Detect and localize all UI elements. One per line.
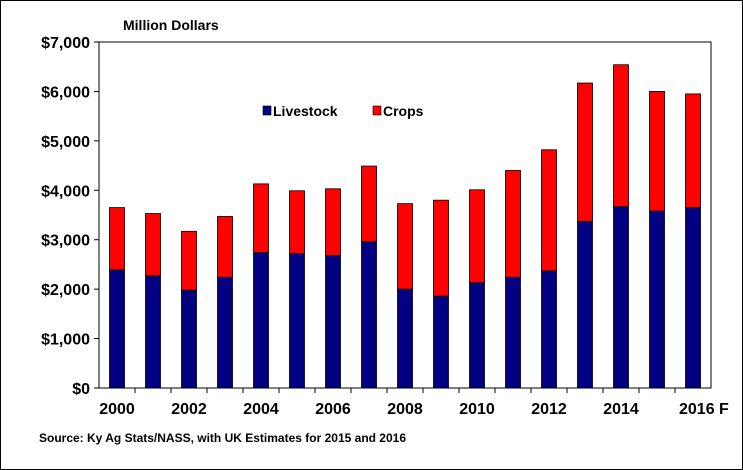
bar-livestock-2009 <box>433 295 449 389</box>
x-tick-label: 2008 <box>387 401 423 418</box>
x-tick-label: 2010 <box>459 401 495 418</box>
bar-crops-2006 <box>325 188 341 256</box>
bar-livestock-2010 <box>469 282 485 389</box>
bar-livestock-2005 <box>289 253 305 389</box>
bar-crops-2007 <box>361 165 377 243</box>
bar-livestock-2015 <box>649 210 665 389</box>
y-tick-label: $2,000 <box>41 282 90 299</box>
y-tick-label: $7,000 <box>41 35 90 52</box>
bar-crops-2016 <box>685 93 701 208</box>
bar-livestock-2001 <box>145 275 161 389</box>
bar-crops-2014 <box>613 64 629 207</box>
bar-crops-2012 <box>541 149 557 272</box>
legend-label-crops: Crops <box>383 103 424 119</box>
bar-livestock-2002 <box>181 289 197 389</box>
plot-area: $0 $1,000 $2,000 $3,000 $4,000 $5,000 $6,000 $7… <box>41 35 729 418</box>
x-tick-label: 2016 F <box>679 401 729 418</box>
bar-crops-2008 <box>397 203 413 290</box>
y-tick-label: $6,000 <box>41 84 90 101</box>
bar-crops-2005 <box>289 190 305 254</box>
x-tick-label: 2000 <box>99 401 135 418</box>
bar-livestock-2008 <box>397 288 413 389</box>
bar-crops-2010 <box>469 189 485 284</box>
bar-livestock-2013 <box>577 221 593 389</box>
legend-swatch-livestock <box>262 105 272 116</box>
bar-livestock-2016 <box>685 207 701 389</box>
bar-crops-2009 <box>433 199 449 297</box>
legend-label-livestock: Livestock <box>273 103 338 119</box>
bar-livestock-2007 <box>361 241 377 389</box>
x-tick-label: 2002 <box>171 401 207 418</box>
y-tick-label: $4,000 <box>41 183 90 200</box>
bar-crops-2011 <box>505 170 521 278</box>
bar-livestock-2006 <box>325 255 341 389</box>
bar-crops-2002 <box>181 230 197 291</box>
bar-livestock-2011 <box>505 276 521 389</box>
bar-crops-2000 <box>109 207 125 271</box>
x-tick-label: 2012 <box>531 401 567 418</box>
legend: Livestock Crops <box>262 103 424 119</box>
x-tick-label: 2014 <box>603 401 639 418</box>
source-note: Source: Ky Ag Stats/NASS, with UK Estima… <box>39 431 407 445</box>
chart-title: Million Dollars <box>123 17 219 33</box>
bar-livestock-2012 <box>541 270 557 389</box>
y-tick-label: $3,000 <box>41 233 90 250</box>
bar-crops-2015 <box>649 91 665 212</box>
y-tick-label: $0 <box>72 381 90 398</box>
y-tick-label: $1,000 <box>41 332 90 349</box>
bar-crops-2003 <box>217 216 233 278</box>
bar-livestock-2003 <box>217 276 233 389</box>
y-tick-label: $5,000 <box>41 134 90 151</box>
bar-livestock-2004 <box>253 252 269 389</box>
legend-swatch-crops <box>372 105 382 116</box>
x-tick-label: 2004 <box>243 401 279 418</box>
bar-livestock-2000 <box>109 269 125 389</box>
bar-crops-2001 <box>145 213 161 277</box>
bar-crops-2013 <box>577 82 593 222</box>
x-tick-label: 2006 <box>315 401 351 418</box>
bar-crops-2004 <box>253 183 269 253</box>
bar-livestock-2014 <box>613 206 629 389</box>
